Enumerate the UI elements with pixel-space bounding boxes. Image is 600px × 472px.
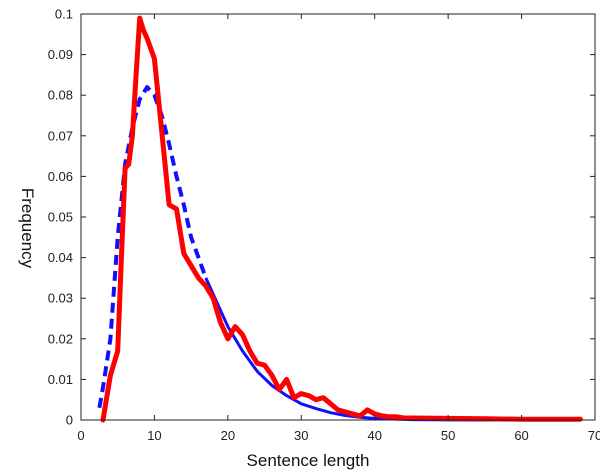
x-tick-label: 40 — [367, 428, 381, 443]
y-axis-label: Frequency — [18, 188, 37, 269]
x-axis-ticks: 0 10 20 30 40 50 60 70 — [77, 14, 600, 443]
y-tick-label: 0.02 — [48, 331, 73, 346]
y-axis-ticks: 0 0.01 0.02 0.03 0.04 0.05 0.06 0.07 0.08 0.09 0.1 — [48, 7, 595, 428]
y-tick-label: 0.05 — [48, 210, 73, 225]
x-tick-label: 10 — [147, 428, 161, 443]
y-tick-label: 0.09 — [48, 47, 73, 62]
y-tick-label: 0.1 — [55, 7, 73, 22]
y-tick-label: 0.08 — [48, 88, 73, 103]
y-tick-label: 0 — [66, 413, 73, 428]
plot-background — [81, 14, 595, 420]
x-tick-label: 50 — [441, 428, 455, 443]
y-tick-label: 0.03 — [48, 291, 73, 306]
x-tick-label: 60 — [514, 428, 528, 443]
y-tick-label: 0.07 — [48, 128, 73, 143]
x-tick-label: 0 — [77, 428, 84, 443]
red-data-line — [100, 15, 583, 423]
x-tick-label: 20 — [221, 428, 235, 443]
y-tick-label: 0.04 — [48, 250, 73, 265]
y-tick-label: 0.01 — [48, 372, 73, 387]
x-tick-label: 70 — [588, 428, 600, 443]
x-tick-label: 30 — [294, 428, 308, 443]
x-axis-label: Sentence length — [247, 451, 370, 470]
y-tick-label: 0.06 — [48, 169, 73, 184]
blue-fit-line-dashed — [97, 85, 208, 409]
